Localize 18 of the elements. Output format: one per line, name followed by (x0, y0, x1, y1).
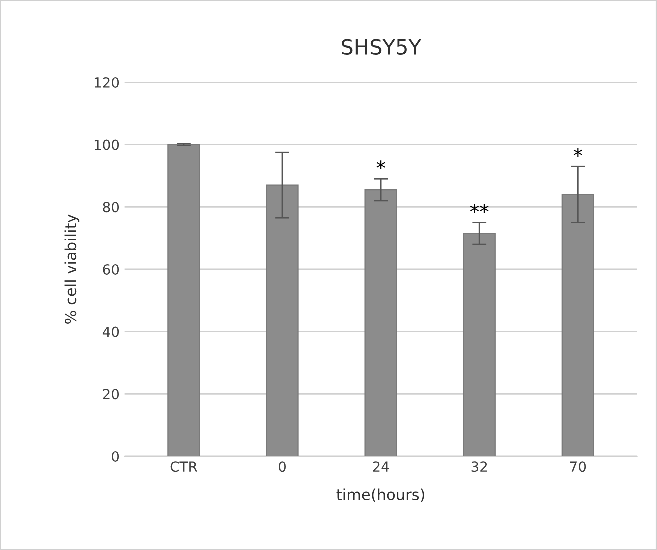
y-tick-label: 0 (112, 451, 120, 462)
y-tick-label: 100 (94, 140, 120, 150)
y-tick-label: 20 (103, 389, 120, 400)
annotation: ** (470, 204, 489, 214)
x-tick-label: 24 (373, 462, 390, 472)
annotation: * (376, 160, 386, 170)
x-tick-label: 0 (279, 462, 286, 472)
x-tick-label: CTR (170, 462, 198, 472)
y-tick-label: 60 (103, 264, 120, 275)
annotation: * (574, 148, 582, 158)
y-axis-title: % cell viability (64, 214, 80, 324)
y-tick-label: 80 (103, 202, 120, 213)
x-tick-label: 70 (570, 462, 586, 472)
x-tick-label: 32 (472, 462, 488, 472)
x-axis-title: time(hours) (336, 488, 424, 502)
y-tick-label: 40 (102, 326, 120, 338)
chart-title: SHSY5Y (342, 39, 422, 56)
y-tick-label: 120 (94, 77, 120, 88)
